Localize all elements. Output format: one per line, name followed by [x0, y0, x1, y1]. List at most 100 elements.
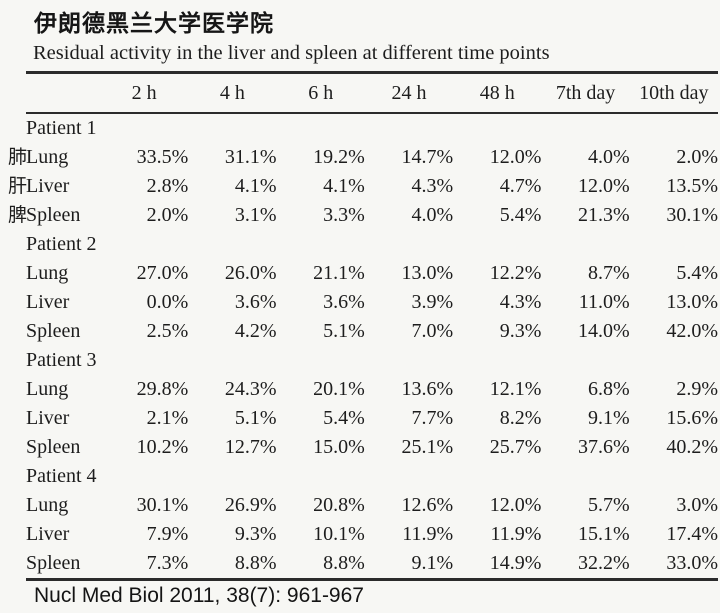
- organ-label: Spleen: [26, 552, 81, 574]
- patient-header-row: Patient 3: [26, 346, 718, 375]
- page-title-chinese: 伊朗德黑兰大学医学院: [34, 11, 274, 37]
- side-label-lung-cn: 肺: [8, 146, 28, 168]
- value-cell: 5.7%: [588, 494, 630, 516]
- table-row: Liver 0.0% 3.6% 3.6% 3.9% 4.3% 11.0% 13.0%: [26, 288, 718, 317]
- table-row: Lung 29.8% 24.3% 20.1% 13.6% 12.1% 6.8% 2.9%: [26, 375, 718, 404]
- value-cell: 33.5%: [136, 146, 189, 168]
- value-cell: 8.2%: [499, 407, 542, 429]
- value-cell: 14.7%: [401, 146, 454, 168]
- side-label-liver-cn: 肝: [8, 175, 28, 197]
- value-cell: 0.0%: [146, 291, 189, 313]
- column-header-7thday: 7th day: [541, 72, 630, 114]
- organ-label: Lung: [26, 494, 69, 516]
- organ-label: Liver: [26, 291, 70, 313]
- value-cell: 17.4%: [666, 523, 718, 545]
- header-row: 2 h 4 h 6 h 24 h 48 h 7th day 10th day: [26, 72, 718, 114]
- value-cell: 5.1%: [323, 320, 365, 342]
- value-cell: 24.3%: [224, 378, 277, 400]
- table-row: Liver 2.8% 4.1% 4.1% 4.3% 4.7% 12.0% 13.5%: [26, 172, 718, 201]
- value-cell: 25.1%: [401, 436, 454, 458]
- patient-header-row: Patient 1: [26, 113, 718, 143]
- table-row: Liver 7.9% 9.3% 10.1% 11.9% 11.9% 15.1% 17.4%: [26, 520, 718, 549]
- value-cell: 29.8%: [136, 378, 189, 400]
- value-cell: 21.3%: [578, 204, 630, 226]
- value-cell: 20.1%: [313, 378, 365, 400]
- value-cell: 15.6%: [666, 407, 718, 429]
- value-cell: 3.9%: [411, 291, 454, 313]
- value-cell: 4.0%: [411, 204, 454, 226]
- value-cell: 12.0%: [578, 175, 630, 197]
- value-cell: 14.0%: [578, 320, 630, 342]
- value-cell: 10.1%: [313, 523, 365, 545]
- value-cell: 42.0%: [666, 320, 718, 342]
- value-cell: 7.7%: [411, 407, 454, 429]
- value-cell: 2.0%: [146, 204, 189, 226]
- value-cell: 9.1%: [411, 552, 454, 574]
- value-cell: 8.8%: [234, 552, 277, 574]
- value-cell: 21.1%: [313, 262, 365, 284]
- value-cell: 4.7%: [499, 175, 542, 197]
- residual-activity-table: 2 h 4 h 6 h 24 h 48 h 7th day 10th day P…: [26, 71, 718, 581]
- table-header: 2 h 4 h 6 h 24 h 48 h 7th day 10th day: [26, 72, 718, 114]
- table-row: Spleen 2.0% 3.1% 3.3% 4.0% 5.4% 21.3% 30.1%: [26, 201, 718, 230]
- value-cell: 3.0%: [676, 494, 718, 516]
- value-cell: 27.0%: [136, 262, 189, 284]
- value-cell: 12.2%: [489, 262, 542, 284]
- value-cell: 19.2%: [313, 146, 365, 168]
- value-cell: 31.1%: [224, 146, 277, 168]
- organ-label: Spleen: [26, 320, 81, 342]
- value-cell: 8.8%: [323, 552, 365, 574]
- value-cell: 25.7%: [489, 436, 542, 458]
- value-cell: 3.1%: [234, 204, 277, 226]
- column-header-2h: 2 h: [100, 72, 189, 114]
- value-cell: 7.9%: [146, 523, 189, 545]
- value-cell: 5.4%: [499, 204, 542, 226]
- column-header-10thday: 10th day: [629, 72, 718, 114]
- patient-name: Patient 3: [26, 349, 97, 371]
- value-cell: 9.1%: [588, 407, 630, 429]
- journal-citation: Nucl Med Biol 2011, 38(7): 961-967: [34, 584, 364, 607]
- value-cell: 26.0%: [224, 262, 277, 284]
- value-cell: 33.0%: [666, 552, 718, 574]
- value-cell: 12.6%: [401, 494, 454, 516]
- value-cell: 12.7%: [224, 436, 277, 458]
- organ-label: Lung: [26, 378, 69, 400]
- value-cell: 2.5%: [146, 320, 189, 342]
- value-cell: 13.0%: [401, 262, 454, 284]
- value-cell: 4.0%: [588, 146, 630, 168]
- value-cell: 12.1%: [489, 378, 542, 400]
- table-row: Spleen 7.3% 8.8% 8.8% 9.1% 14.9% 32.2% 33.0%: [26, 549, 718, 580]
- value-cell: 10.2%: [136, 436, 189, 458]
- value-cell: 6.8%: [588, 378, 630, 400]
- patient-name: Patient 2: [26, 233, 97, 255]
- table-row: Lung 27.0% 26.0% 21.1% 13.0% 12.2% 8.7% 5.4%: [26, 259, 718, 288]
- value-cell: 4.3%: [411, 175, 454, 197]
- table-caption: Residual activity in the liver and splee…: [33, 42, 550, 64]
- value-cell: 12.0%: [489, 146, 542, 168]
- value-cell: 37.6%: [578, 436, 630, 458]
- organ-label: Spleen: [26, 436, 81, 458]
- corner-cell: [26, 72, 100, 114]
- value-cell: 40.2%: [666, 436, 718, 458]
- organ-label: Spleen: [26, 204, 81, 226]
- organ-label: Lung: [26, 262, 69, 284]
- table-row: Lung 33.5% 31.1% 19.2% 14.7% 12.0% 4.0% 2.0%: [26, 143, 718, 172]
- value-cell: 3.3%: [323, 204, 365, 226]
- side-label-spleen-cn: 脾: [8, 204, 28, 226]
- organ-label: Liver: [26, 175, 70, 197]
- column-header-4h: 4 h: [188, 72, 277, 114]
- value-cell: 4.1%: [234, 175, 277, 197]
- organ-label: Liver: [26, 407, 70, 429]
- value-cell: 32.2%: [578, 552, 630, 574]
- value-cell: 2.0%: [676, 146, 718, 168]
- value-cell: 3.6%: [234, 291, 277, 313]
- value-cell: 5.4%: [323, 407, 365, 429]
- value-cell: 9.3%: [499, 320, 542, 342]
- value-cell: 26.9%: [224, 494, 277, 516]
- value-cell: 14.9%: [489, 552, 542, 574]
- value-cell: 7.3%: [146, 552, 189, 574]
- value-cell: 13.6%: [401, 378, 454, 400]
- table-row: Lung 30.1% 26.9% 20.8% 12.6% 12.0% 5.7% 3.0%: [26, 491, 718, 520]
- table-body: Patient 1 Lung 33.5% 31.1% 19.2% 14.7% 12.0% 4.…: [26, 113, 718, 580]
